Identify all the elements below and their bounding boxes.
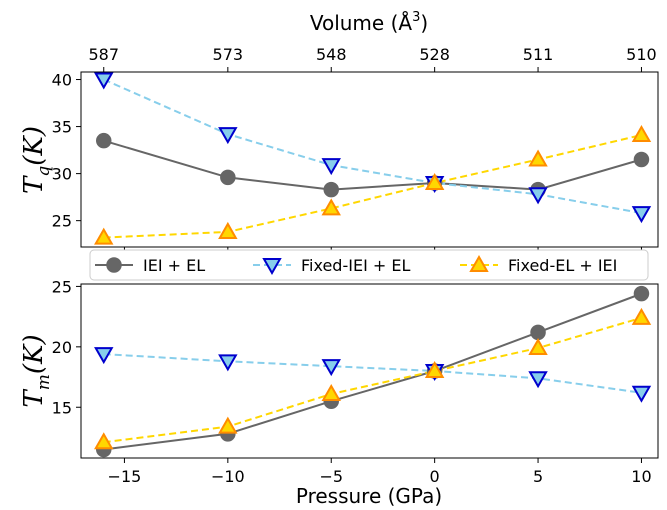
top-axis-title-close: )	[420, 11, 428, 35]
top-data-point	[633, 151, 650, 168]
top-data-point	[424, 173, 445, 191]
top-data-point	[631, 125, 652, 143]
top-volume-tick-label: 528	[419, 45, 450, 64]
bottom-data-point	[528, 371, 548, 389]
top-y-tick-label: 40	[52, 71, 72, 90]
bottom-data-point	[633, 285, 650, 302]
legend-box	[89, 249, 649, 281]
top-series-line	[103, 134, 642, 239]
top-volume-tick-label: 573	[213, 45, 244, 64]
bottom-series-line	[103, 292, 642, 451]
bottom-data-point	[321, 383, 341, 401]
bottom-series-line	[103, 316, 642, 444]
legend-marker	[106, 257, 122, 273]
bottom-y-ticks: 15 20 25	[52, 277, 81, 417]
top-y-axis-label: Tq(K)	[19, 126, 54, 194]
bottom-data-point	[530, 324, 546, 341]
legend-entries: IEI + EL Fixed-IEI + EL Fixed-EL + IEI	[95, 254, 617, 276]
bottom-x-tick-label: 5	[533, 467, 543, 486]
bottom-data-point	[631, 307, 652, 325]
bottom-x-axis-label: Pressure (GPa)	[296, 484, 442, 508]
top-y-axis-label-subscript: q	[34, 166, 54, 177]
legend: IEI + EL Fixed-IEI + EL Fixed-EL + IEI	[89, 249, 649, 281]
legend-marker	[262, 258, 282, 276]
top-data-point	[321, 198, 341, 216]
bottom-x-tick-label: −10	[211, 467, 245, 486]
top-volume-ticks: 587 573 548 528 511 510	[88, 45, 657, 252]
top-y-axis-label-unit: (K)	[19, 126, 49, 166]
top-y-tick-label: 30	[52, 165, 72, 184]
bottom-data-point	[94, 347, 114, 365]
bottom-data-point	[218, 354, 238, 372]
bottom-data-point	[424, 360, 445, 378]
bottom-x-tick-label: 10	[631, 467, 651, 486]
bottom-y-tick-label: 20	[52, 338, 72, 357]
bottom-data-point	[94, 432, 114, 450]
bottom-series-layer	[94, 285, 652, 458]
bottom-axes-frame	[80, 283, 659, 459]
bottom-y-axis-label: Tm(K)	[19, 334, 54, 407]
top-data-point	[94, 227, 114, 245]
top-data-point	[95, 132, 112, 149]
top-y-tick-label: 35	[52, 118, 72, 137]
legend-label: IEI + EL	[143, 256, 205, 275]
top-series-layer	[94, 72, 652, 245]
legend-label: Fixed-EL + IEI	[508, 256, 617, 275]
top-axes-frame	[80, 71, 659, 248]
top-volume-tick-label: 511	[523, 45, 554, 64]
top-volume-tick-label: 548	[316, 45, 347, 64]
top-y-ticks: 25 30 35 40	[52, 71, 81, 231]
bottom-data-point	[631, 385, 652, 403]
bottom-x-tick-label: −15	[108, 467, 142, 486]
top-series-line	[103, 78, 642, 215]
bottom-x-ticks: −15 −10 −5 0 5 10	[108, 458, 652, 486]
bottom-data-point	[218, 416, 238, 434]
top-data-point	[321, 158, 341, 176]
bottom-data-point	[528, 338, 548, 356]
top-axis-title: Volume (Å3)	[310, 10, 428, 35]
bottom-data-point	[321, 359, 341, 377]
top-data-point	[218, 221, 238, 239]
top-data-point	[631, 206, 652, 224]
top-data-point	[94, 72, 114, 90]
top-data-point	[528, 187, 548, 205]
bottom-series-line	[103, 353, 642, 394]
top-axis-title-superscript: 3	[412, 10, 420, 25]
legend-label: Fixed-IEI + EL	[301, 256, 410, 275]
top-series-line	[103, 139, 642, 191]
top-data-point	[220, 169, 236, 186]
top-volume-tick-label: 510	[626, 45, 657, 64]
bottom-y-axis-label-subscript: m	[34, 374, 54, 390]
bottom-y-tick-label: 25	[52, 277, 72, 296]
top-volume-tick-label: 587	[88, 45, 119, 64]
bottom-y-tick-label: 15	[52, 398, 72, 417]
bottom-y-axis-label-unit: (K)	[19, 334, 49, 374]
top-data-point	[528, 149, 548, 167]
top-data-point	[218, 127, 238, 145]
bottom-x-tick-label: 0	[430, 467, 440, 486]
bottom-x-tick-label: −5	[319, 467, 343, 486]
legend-marker	[469, 254, 489, 272]
top-data-point	[323, 181, 339, 198]
top-y-tick-label: 25	[52, 212, 72, 231]
bottom-panel: 15 20 25 −15 −10 −5 0 5 10 Pressure (GPa) Tm(K)	[19, 277, 659, 508]
